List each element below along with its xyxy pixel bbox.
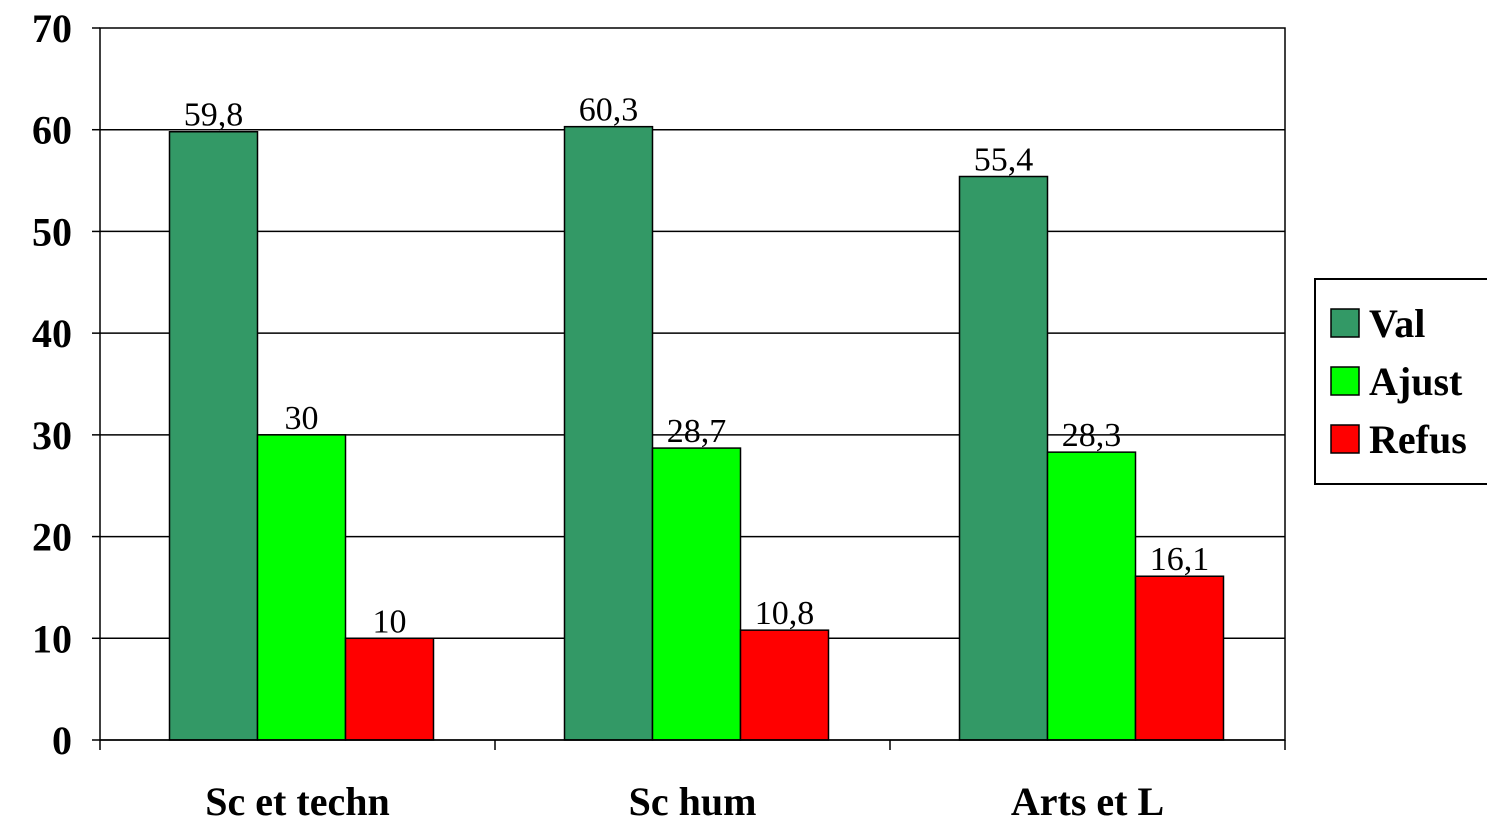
legend-swatch-ajust	[1330, 366, 1360, 396]
data-labels: 59,8 30 10 60,3 28,7 10,8 55,4 28,3 16,1	[184, 92, 1210, 641]
axes	[99, 27, 1286, 750]
legend-swatch-val	[1330, 308, 1360, 338]
y-tick-label: 60	[32, 108, 72, 153]
data-label: 55,4	[974, 142, 1034, 179]
y-tick-label: 0	[52, 718, 72, 763]
bar-val-2	[563, 125, 654, 741]
legend-swatch-refus	[1330, 424, 1360, 454]
bar-refus-3	[1134, 575, 1225, 741]
bar-val-1	[168, 130, 259, 741]
legend-label-ajust: Ajust	[1369, 359, 1463, 404]
y-tick-label: 20	[32, 515, 72, 560]
category-label: Sc hum	[629, 779, 757, 824]
data-label: 28,7	[667, 413, 727, 450]
bars	[168, 125, 1225, 741]
y-tick-label: 70	[32, 6, 72, 51]
data-label: 16,1	[1150, 541, 1210, 578]
legend-label-refus: Refus	[1369, 417, 1467, 462]
bar-ajust-2	[651, 447, 742, 741]
legend: Val Ajust Refus	[1314, 278, 1487, 485]
bar-refus-1	[344, 637, 435, 741]
y-tick-label: 50	[32, 209, 72, 254]
data-label: 59,8	[184, 97, 244, 134]
data-label: 10	[373, 603, 407, 640]
y-tick-label: 30	[32, 413, 72, 458]
bar-ajust-1	[256, 434, 347, 741]
category-label: Arts et L	[1011, 779, 1164, 824]
data-label: 30	[285, 400, 319, 437]
legend-label-val: Val	[1369, 301, 1425, 346]
y-tick-label: 10	[32, 616, 72, 661]
y-axis-ticks: 0 10 20 30 40 50 60 70	[32, 6, 100, 763]
category-labels: Sc et techn Sc hum Arts et L	[205, 779, 1164, 824]
bar-ajust-3	[1046, 451, 1137, 741]
bar-val-3	[958, 175, 1049, 741]
y-tick-label: 40	[32, 311, 72, 356]
bar-refus-2	[739, 629, 830, 741]
data-label: 60,3	[579, 92, 639, 129]
data-label: 10,8	[755, 595, 815, 632]
category-label: Sc et techn	[205, 779, 389, 824]
data-label: 28,3	[1062, 417, 1122, 454]
